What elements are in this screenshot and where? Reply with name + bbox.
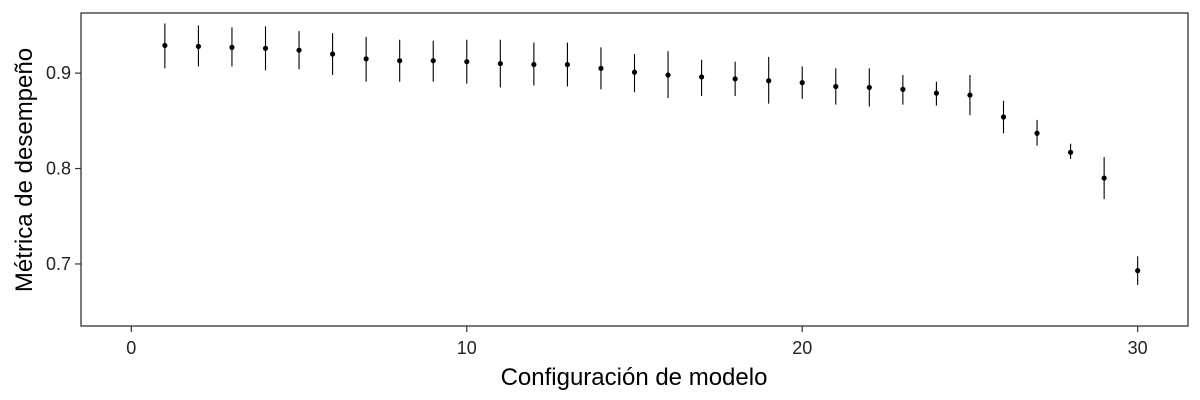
data-point — [1135, 268, 1141, 274]
x-tick-label: 10 — [457, 338, 477, 358]
data-point — [1101, 175, 1107, 181]
data-point — [866, 84, 872, 91]
data-point — [967, 92, 973, 98]
y-tick-label: 0.7 — [46, 254, 71, 274]
data-point — [229, 44, 235, 50]
error-bars — [164, 23, 1139, 285]
data-point — [464, 59, 470, 65]
data-point — [766, 78, 772, 84]
x-tick-label: 30 — [1128, 338, 1148, 358]
data-point — [329, 51, 336, 57]
data-point — [698, 74, 705, 80]
data-point — [665, 72, 671, 78]
data-points — [162, 42, 1141, 274]
data-point — [262, 45, 269, 51]
data-point — [363, 56, 369, 62]
data-point — [531, 61, 537, 68]
data-point — [296, 47, 302, 53]
data-point — [195, 43, 202, 49]
data-point — [1000, 114, 1007, 120]
x-tick-label: 0 — [126, 338, 136, 358]
data-point — [933, 90, 940, 96]
data-point — [497, 60, 503, 67]
x-axis-title: Configuración de modelo — [501, 364, 768, 391]
data-point — [564, 61, 571, 68]
y-axis-title: Métrica de desempeño — [11, 48, 38, 292]
plot-frame — [80, 12, 1189, 327]
data-point — [397, 58, 403, 64]
data-point — [598, 65, 604, 71]
data-point — [732, 76, 738, 82]
y-tick-label: 0.8 — [46, 159, 71, 179]
y-tick-label: 0.9 — [46, 63, 71, 83]
data-point — [430, 58, 436, 64]
y-axis: 0.7 0.8 0.9 — [46, 63, 81, 274]
data-point — [631, 69, 638, 75]
data-point — [1034, 130, 1040, 136]
data-point — [1067, 149, 1074, 155]
data-point — [162, 42, 168, 49]
x-axis: 0 10 20 30 — [126, 326, 1148, 358]
data-point — [833, 83, 839, 90]
data-point — [900, 86, 906, 92]
data-point — [799, 80, 805, 86]
x-tick-label: 20 — [792, 338, 812, 358]
